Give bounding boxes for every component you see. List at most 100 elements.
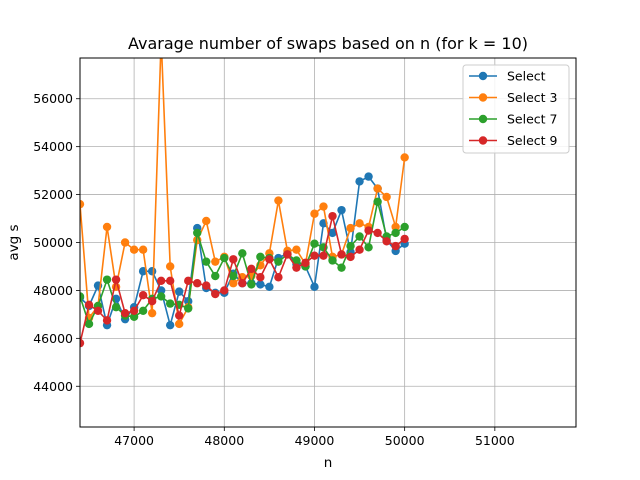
y-tick-label: 50000: [33, 235, 73, 250]
data-point-select-9: [364, 226, 373, 235]
data-point-select-3: [292, 245, 301, 254]
data-point-select-3: [129, 245, 139, 254]
data-point-select-7: [80, 292, 85, 301]
data-point-select: [355, 177, 364, 186]
data-point-select: [165, 320, 175, 330]
data-point-select-7: [129, 312, 139, 321]
data-point-select-3: [346, 223, 355, 233]
x-tick-label: 49000: [295, 433, 335, 448]
data-point-select-9: [80, 338, 85, 348]
data-point-select-7: [84, 319, 94, 329]
data-point-select-9: [220, 286, 229, 295]
data-point-select-7: [102, 275, 112, 284]
data-point-select-9: [283, 250, 292, 259]
data-point-select-7: [193, 228, 202, 238]
data-point-select-9: [247, 264, 256, 274]
data-point-select: [256, 280, 265, 289]
data-point-select-9: [337, 250, 346, 259]
data-point-select-9: [265, 255, 274, 264]
data-point-select: [175, 287, 184, 296]
data-point-select-7: [256, 252, 265, 262]
data-point-select-9: [93, 306, 103, 315]
data-point-select-3: [229, 279, 238, 288]
legend-box: [462, 64, 570, 154]
legend-label-select-7: Select 7: [507, 112, 558, 127]
data-point-select-3: [138, 245, 148, 254]
data-point-select-9: [193, 279, 202, 288]
y-tick-label: 48000: [33, 283, 73, 298]
data-point-select-7: [111, 302, 121, 312]
data-point-select-3: [80, 199, 85, 209]
data-point-select-9: [382, 237, 391, 246]
data-point-select-7: [156, 292, 166, 301]
data-point-select-3: [400, 153, 409, 162]
legend-marker-select-7: [478, 114, 488, 124]
data-point-select-3: [147, 308, 157, 318]
data-point-select-3: [211, 257, 220, 266]
legend-marker-select: [478, 71, 488, 81]
y-tick-label: 46000: [33, 331, 73, 346]
data-point-select-7: [373, 197, 382, 206]
data-point-select-9: [184, 276, 193, 286]
data-point-select-3: [102, 222, 112, 232]
data-point-select-9: [310, 251, 319, 260]
data-point-select: [156, 286, 166, 295]
data-point-select-7: [292, 256, 301, 265]
data-point-select-9: [102, 316, 112, 325]
data-point-select-9: [355, 245, 364, 254]
data-point-select-7: [355, 232, 364, 241]
data-point-select-3: [120, 238, 130, 247]
y-tick-label: 56000: [33, 91, 73, 106]
data-point-select-7: [184, 304, 193, 313]
data-point-select-7: [391, 228, 400, 238]
data-point-select-9: [391, 241, 400, 251]
data-point-select-9: [229, 255, 238, 264]
data-point-select-9: [373, 228, 382, 238]
data-point-select-9: [175, 311, 184, 320]
data-point-select-9: [129, 306, 139, 315]
legend: Select Select 3 Select 7 Select 9: [462, 64, 570, 154]
data-point-select-7: [400, 222, 409, 232]
data-point-select-9: [301, 258, 310, 268]
data-point-select-7: [238, 249, 247, 258]
series-layer: [80, 58, 409, 348]
data-point-select-3: [202, 216, 211, 226]
y-tick-label: 52000: [33, 187, 73, 202]
data-point-select-9: [328, 211, 337, 221]
y-axis: 44000 46000 48000 50000 52000 54000 56000: [33, 91, 80, 394]
data-point-select-3: [382, 192, 391, 202]
data-point-select-7: [310, 239, 319, 248]
legend-label-select-9: Select 9: [507, 133, 558, 148]
x-tick-label: 51000: [475, 433, 515, 448]
data-point-select-3: [175, 319, 184, 329]
data-point-select: [328, 228, 337, 238]
legend-marker-select-9: [478, 136, 488, 145]
data-point-select-9: [111, 275, 121, 284]
x-axis: 47000 48000 49000 50000 51000: [114, 427, 515, 448]
y-tick-label: 54000: [33, 139, 73, 154]
data-point-select-7: [220, 253, 229, 263]
data-point-select-7: [328, 256, 337, 265]
data-point-select-9: [202, 281, 211, 290]
legend-label-select: Select: [507, 69, 546, 84]
data-point-select-9: [256, 273, 265, 282]
data-point-select-9: [120, 308, 130, 318]
x-tick-label: 48000: [204, 433, 244, 448]
data-point-select-9: [319, 251, 328, 260]
data-point-select-3: [373, 184, 382, 193]
data-point-select-7: [202, 257, 211, 266]
data-point-select-3: [310, 209, 319, 218]
data-point-select: [364, 172, 373, 181]
legend-label-select-3: Select 3: [507, 90, 558, 105]
data-point-select-7: [364, 243, 373, 252]
series-select-9: [80, 211, 409, 348]
y-axis-label: avg s: [6, 224, 22, 260]
data-point-select-3: [355, 219, 364, 228]
data-point-select-3: [391, 222, 400, 232]
data-point-select-3: [319, 202, 328, 211]
data-point-select-9: [400, 234, 409, 244]
data-point-select-7: [346, 241, 355, 251]
data-point-select-7: [274, 257, 283, 266]
data-point-select-9: [346, 252, 355, 262]
